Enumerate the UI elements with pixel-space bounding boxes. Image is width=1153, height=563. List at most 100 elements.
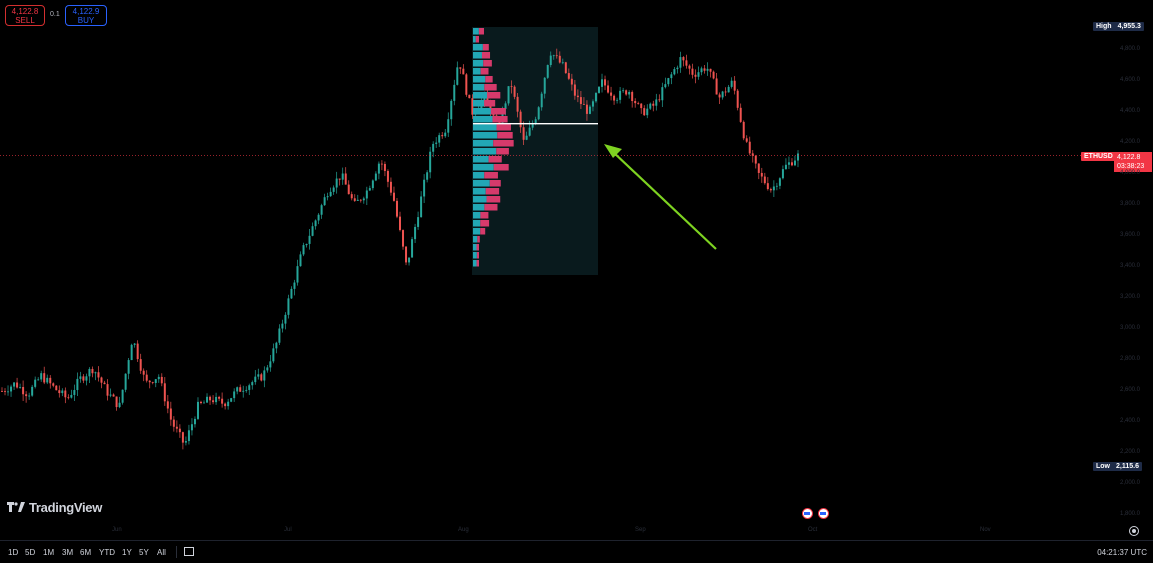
price-tick-label: 4,600.0 — [1120, 77, 1141, 83]
candle-body — [365, 190, 368, 199]
price-tick-label: 2,200.0 — [1120, 449, 1141, 455]
volume-profile-bar-down — [490, 108, 506, 115]
candle-body — [567, 73, 570, 79]
range-1m[interactable]: 1M — [43, 548, 55, 557]
candle-body — [585, 104, 588, 114]
chart-settings-icon[interactable] — [1129, 526, 1139, 536]
candle-body — [97, 372, 100, 378]
time-tick-label: Aug — [458, 527, 469, 533]
candle-body — [55, 385, 58, 391]
range-1y[interactable]: 1Y — [122, 548, 132, 557]
candle-body — [260, 374, 263, 381]
volume-profile-bar-down — [486, 196, 501, 203]
candle-body — [540, 93, 543, 108]
volume-profile-bar-up — [473, 76, 486, 83]
candle-body — [61, 390, 64, 394]
candle-body — [145, 374, 148, 381]
candle-body — [142, 370, 145, 375]
candle-body — [326, 196, 329, 198]
volume-profile-bar-up — [473, 220, 481, 227]
volume-profile-bar-down — [485, 188, 500, 195]
candle-body — [534, 119, 537, 124]
volume-profile-bar-up — [473, 92, 488, 99]
candle-body — [579, 97, 582, 104]
candle-body — [16, 382, 19, 388]
candle-body — [637, 103, 640, 104]
buy-button[interactable]: 4,122.9 BUY — [65, 5, 107, 26]
chart-area[interactable]: 4,122.8 SELL 0.1 4,122.9 BUY High 4,955.3… — [0, 0, 1153, 540]
candle-body — [646, 108, 649, 116]
candlestick-chart[interactable] — [0, 0, 1153, 540]
candle-body — [193, 418, 196, 425]
date-range-icon[interactable] — [184, 547, 194, 556]
candle-body — [118, 402, 121, 408]
candle-body — [362, 198, 365, 201]
price-tick-label: 1,800.0 — [1120, 511, 1141, 517]
volume-profile-bar-up — [473, 252, 477, 259]
candle-body — [754, 155, 757, 164]
candle-body — [284, 314, 287, 324]
candle-body — [546, 65, 549, 78]
candle-body — [139, 359, 142, 371]
volume-profile-bar-down — [475, 36, 479, 43]
candle-body — [58, 390, 61, 394]
candle-body — [525, 135, 528, 140]
candle-body — [718, 94, 721, 98]
candle-body — [22, 387, 25, 395]
utc-clock[interactable]: 04:21:37 UTC — [1097, 548, 1147, 557]
low-value: 2,115.6 — [1116, 463, 1139, 470]
candle-body — [604, 79, 607, 86]
volume-profile-bar-down — [480, 228, 486, 235]
sell-button[interactable]: 4,122.8 SELL — [5, 5, 45, 26]
candle-body — [127, 360, 130, 374]
range-1d[interactable]: 1D — [8, 548, 19, 557]
candle-body — [335, 178, 338, 188]
candle-body — [203, 402, 206, 404]
candle-body — [49, 377, 52, 384]
range-3m[interactable]: 3M — [62, 548, 74, 557]
volume-profile-bar-up — [473, 108, 491, 115]
volume-profile-bar-down — [476, 260, 479, 267]
candle-body — [332, 187, 335, 192]
candle-body — [91, 368, 94, 374]
us-flag-event-icon[interactable] — [802, 508, 813, 519]
tradingview-logo[interactable]: TradingView — [7, 500, 102, 515]
candle-body — [405, 246, 408, 263]
candle-body — [739, 107, 742, 122]
volume-profile-bar-down — [492, 116, 508, 123]
candle-body — [133, 343, 136, 345]
candle-body — [492, 114, 495, 116]
candle-body — [221, 398, 224, 404]
candle-body — [673, 69, 676, 75]
range-all[interactable]: All — [157, 548, 166, 557]
volume-profile-bar-up — [473, 204, 485, 211]
candle-body — [124, 373, 127, 390]
candle-body — [676, 67, 679, 70]
range-6m[interactable]: 6M — [80, 548, 92, 557]
bar-countdown: 03:38:23 — [1117, 163, 1145, 170]
candle-body — [561, 62, 564, 64]
high-value: 4,955.3 — [1117, 23, 1141, 30]
candle-body — [408, 257, 411, 263]
candle-body — [679, 57, 682, 68]
range-5y[interactable]: 5Y — [139, 548, 149, 557]
volume-profile-bar-up — [473, 236, 478, 243]
range-5d[interactable]: 5D — [25, 548, 36, 557]
buy-label: BUY — [77, 16, 95, 25]
candle-body — [438, 135, 441, 143]
volume-profile-bar-up — [473, 188, 486, 195]
volume-profile-bar-down — [476, 252, 479, 259]
candle-body — [658, 99, 661, 101]
candle-body — [471, 98, 474, 115]
time-tick-label: Jun — [112, 527, 122, 533]
candle-body — [576, 95, 579, 98]
candle-body — [356, 199, 359, 201]
candle-body — [94, 372, 97, 374]
range-ytd[interactable]: YTD — [99, 548, 115, 557]
candle-body — [109, 394, 112, 396]
candle-body — [46, 377, 49, 383]
us-flag-event-icon-2[interactable] — [818, 508, 829, 519]
candle-body — [266, 367, 269, 371]
candle-body — [112, 394, 115, 397]
candle-body — [227, 401, 230, 407]
